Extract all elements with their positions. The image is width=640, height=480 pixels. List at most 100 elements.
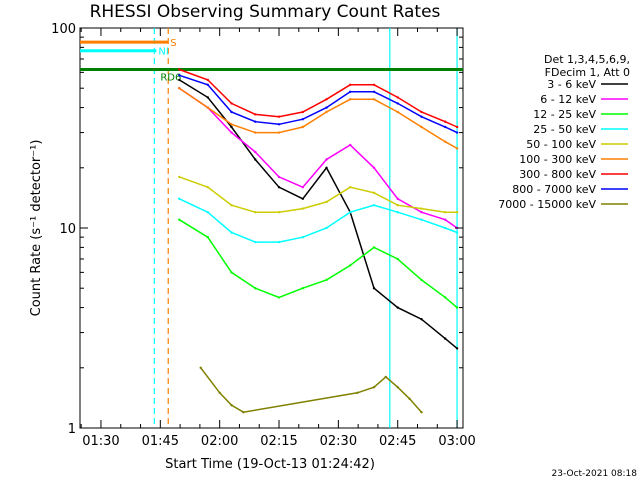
series-point xyxy=(396,306,399,309)
series-point xyxy=(372,90,376,94)
series-point xyxy=(372,287,376,290)
series-point xyxy=(349,90,352,94)
series-point xyxy=(178,74,181,77)
series-point xyxy=(420,110,423,114)
series-point xyxy=(455,347,459,350)
series-point xyxy=(420,125,423,129)
series-point xyxy=(396,257,399,261)
chart-title: RHESSI Observing Summary Count Rates xyxy=(90,2,441,22)
series-point xyxy=(325,278,328,282)
series-point xyxy=(230,131,233,134)
series-point xyxy=(396,211,399,214)
legend-label: 12 - 25 keV xyxy=(533,108,596,121)
series-point xyxy=(455,147,459,150)
series-point xyxy=(230,125,233,129)
series-point xyxy=(178,78,181,82)
series-point xyxy=(277,115,281,118)
series-point xyxy=(301,207,304,210)
x-tick-label: 02:45 xyxy=(379,434,416,449)
series-point xyxy=(325,158,328,161)
series-point xyxy=(254,287,257,290)
series-point xyxy=(444,120,447,123)
series-point xyxy=(420,411,423,414)
series-point xyxy=(230,102,233,105)
series-point xyxy=(254,131,257,134)
series-point xyxy=(349,143,352,147)
series-point xyxy=(372,246,376,249)
series-point xyxy=(206,211,209,214)
y-axis-label: Count Rate (s⁻¹ detector⁻¹) xyxy=(29,140,44,317)
series-point xyxy=(356,391,359,394)
series-point xyxy=(420,278,423,282)
series-lines xyxy=(178,68,459,414)
series-point xyxy=(230,110,233,114)
series-point xyxy=(277,131,281,134)
series-point xyxy=(444,226,447,230)
series-point xyxy=(301,110,304,114)
x-axis-label: Start Time (19-Oct-13 01:24:42) xyxy=(165,457,375,472)
series-point xyxy=(408,397,411,400)
series-point xyxy=(301,287,304,290)
series-point xyxy=(349,186,352,189)
legend-label: 25 - 50 keV xyxy=(533,123,596,136)
legend-label: 6 - 12 keV xyxy=(540,93,596,106)
y-tick-label: 100 xyxy=(51,22,76,37)
series-point xyxy=(230,231,233,234)
series-point xyxy=(455,306,459,309)
series-point xyxy=(206,96,209,99)
series-point xyxy=(230,204,233,207)
series-point xyxy=(455,231,459,234)
series-point xyxy=(420,211,423,214)
series-line xyxy=(200,367,423,413)
x-tick-label: 03:00 xyxy=(438,434,475,449)
series-point xyxy=(277,240,281,244)
series-point xyxy=(277,175,281,179)
series-point xyxy=(199,366,202,369)
series-point xyxy=(178,218,181,221)
series-point xyxy=(372,386,376,389)
series-point xyxy=(178,68,181,71)
series-point xyxy=(444,211,447,214)
series-point xyxy=(206,78,209,82)
series-point xyxy=(206,236,209,239)
series-line xyxy=(179,176,458,213)
series-point xyxy=(420,218,423,221)
series-point xyxy=(218,391,221,394)
series-point xyxy=(254,240,257,244)
series-point xyxy=(396,110,399,114)
series-point xyxy=(455,131,459,134)
series-point xyxy=(254,150,257,154)
legend-header: Det 1,3,4,5,6,9, xyxy=(544,53,630,66)
y-tick-label: 1 xyxy=(68,422,76,437)
series-point xyxy=(396,96,399,99)
series-point xyxy=(325,226,328,230)
series-point xyxy=(254,158,257,161)
plot-area xyxy=(79,27,464,429)
x-tick-label: 02:15 xyxy=(260,434,297,449)
y-axis: 1 10 100 xyxy=(51,22,463,437)
series-point xyxy=(277,186,281,189)
flag-label: NI xyxy=(158,47,168,58)
series-point xyxy=(325,166,328,169)
series-point xyxy=(444,337,447,340)
x-tick-label: 02:30 xyxy=(320,434,357,449)
series-point xyxy=(396,204,399,207)
timestamp: 23-Oct-2021 08:18 xyxy=(552,469,638,479)
series-point xyxy=(178,87,181,90)
series-point xyxy=(178,197,181,200)
legend-header: FDecim 1, Att 0 xyxy=(545,66,630,79)
flag-label: S xyxy=(170,38,176,49)
series-point xyxy=(325,98,328,101)
series-point xyxy=(372,98,376,101)
series-point xyxy=(206,106,209,109)
series-point xyxy=(396,386,399,389)
series-point xyxy=(444,218,447,221)
x-tick-label: 02:00 xyxy=(201,434,238,449)
series-point xyxy=(420,318,423,321)
series-point xyxy=(444,296,447,299)
series-point xyxy=(242,411,245,414)
series-point xyxy=(254,113,257,116)
series-point xyxy=(349,83,352,87)
series-point xyxy=(277,211,281,214)
